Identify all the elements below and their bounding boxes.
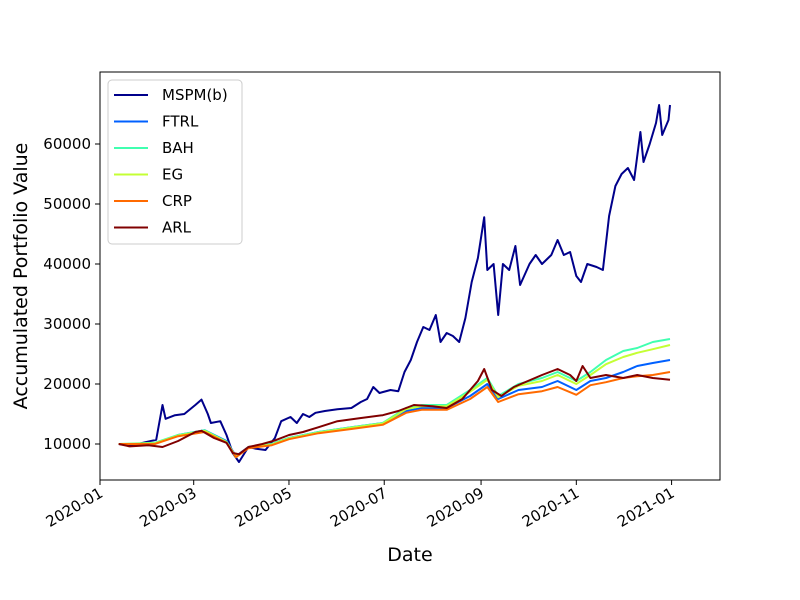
y-tick-label: 20000 <box>43 375 91 393</box>
legend-label: EG <box>162 166 183 184</box>
y-tick-label: 60000 <box>43 135 91 153</box>
legend: MSPM(b) FTRL BAH EG CRP ARL <box>107 79 243 245</box>
series-layer <box>118 104 671 463</box>
y-axis-title: Accumulated Portfolio Value <box>10 143 32 410</box>
y-axis: 10000 20000 30000 40000 50000 60000 <box>43 135 100 453</box>
y-tick-label: 10000 <box>43 435 91 453</box>
legend-label: MSPM(b) <box>162 86 228 104</box>
plot-frame <box>99 71 721 481</box>
series-line-mspm-b <box>118 104 671 463</box>
legend-label: FTRL <box>162 113 199 131</box>
legend-label: CRP <box>162 192 192 210</box>
legend-label: ARL <box>162 219 192 237</box>
y-tick-label: 50000 <box>43 195 91 213</box>
legend-label: BAH <box>162 139 194 157</box>
x-axis-title: Date <box>387 544 432 566</box>
y-tick-label: 30000 <box>43 315 91 333</box>
series-line-arl <box>118 365 671 456</box>
y-tick-label: 40000 <box>43 255 91 273</box>
